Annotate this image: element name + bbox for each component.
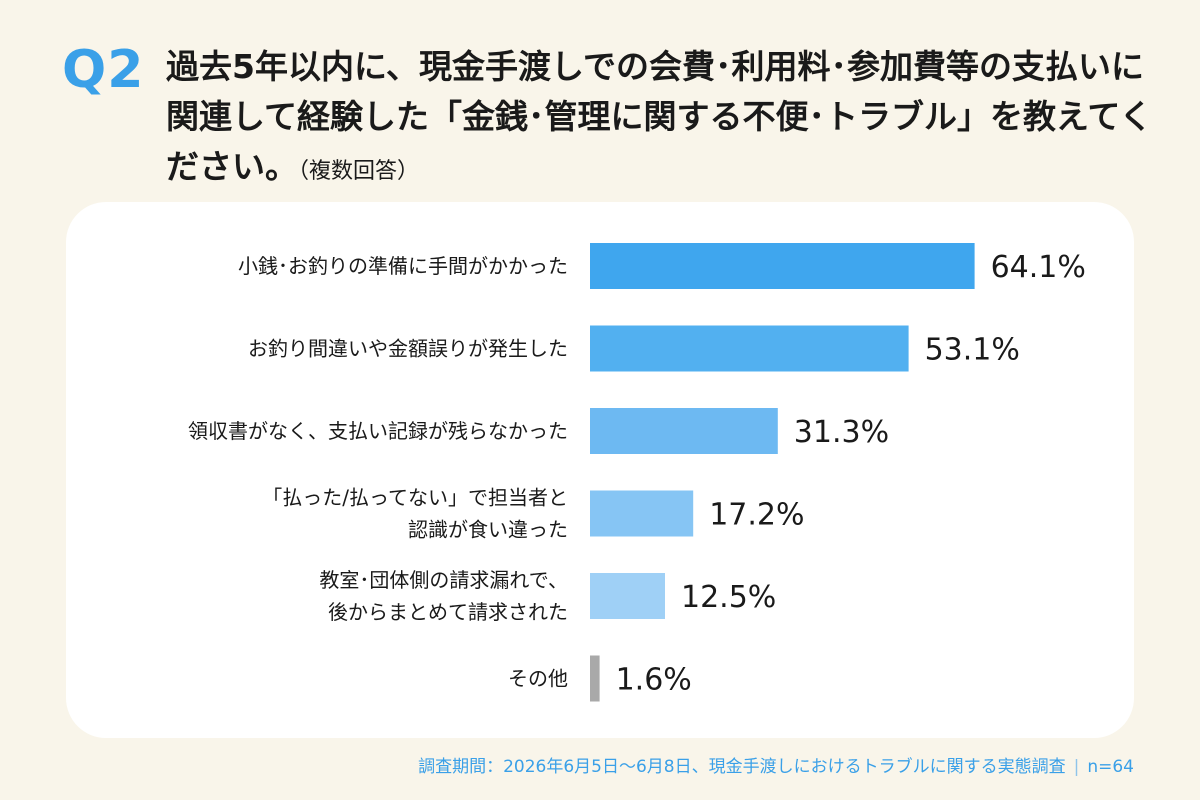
chart-card: 64.1% 小銭･お釣りの準備に手間がかかった 53.1% お釣り間違いや金額誤りが発… [66,202,1134,738]
footer-separator: | [1073,757,1080,777]
value-label-1: 64.1% [991,250,1086,285]
survey-period: 調査期間：2026年6月5日～6月8日、現金手渡しにおけるトラブルに関する実態調… [418,757,1066,777]
value-label-5: 12.5% [681,580,776,615]
category-label-2: お釣り間違いや金額誤りが発生した [248,337,568,361]
value-label-2: 53.1% [925,333,1020,368]
category-label-3: 領収書がなく、支払い記録が残らなかった [188,419,568,443]
category-label-6: その他 [508,667,568,691]
bar-4 [590,490,694,537]
question-number: Q2 [62,40,145,100]
bar-2 [590,325,909,372]
category-label-5-line-1: 教室･団体側の請求漏れで、 [319,568,568,592]
bar-3 [590,408,778,454]
category-label-1: 小銭･お釣りの準備に手間がかかった [238,254,568,278]
bar-1 [590,243,975,289]
sample-size: n=64 [1087,757,1134,777]
value-label-3: 31.3% [794,415,889,450]
category-label-4-line-1: 「払った/払ってない」で担当者と [262,486,568,510]
question-main: 過去5年以内に、現金手渡しでの会費･利用料･参加費等の支払いに関連して経験した「… [166,47,1153,186]
category-label-4-line-2: 認識が食い違った [408,518,568,542]
category-label-5-line-2: 後からまとめて請求された [328,600,568,624]
bar-6 [590,655,600,702]
question-text: 過去5年以内に、現金手渡しでの会費･利用料･参加費等の支払いに関連して経験した「… [166,42,1156,197]
question-note: （複数回答） [298,159,420,184]
survey-footnote: 調査期間：2026年6月5日～6月8日、現金手渡しにおけるトラブルに関する実態調… [418,752,1134,777]
bar-5 [590,573,665,619]
value-label-6: 1.6% [616,663,692,698]
bar-chart: 64.1% 小銭･お釣りの準備に手間がかかった 53.1% お釣り間違いや金額誤りが発… [188,243,1086,702]
value-label-4: 17.2% [709,498,804,533]
